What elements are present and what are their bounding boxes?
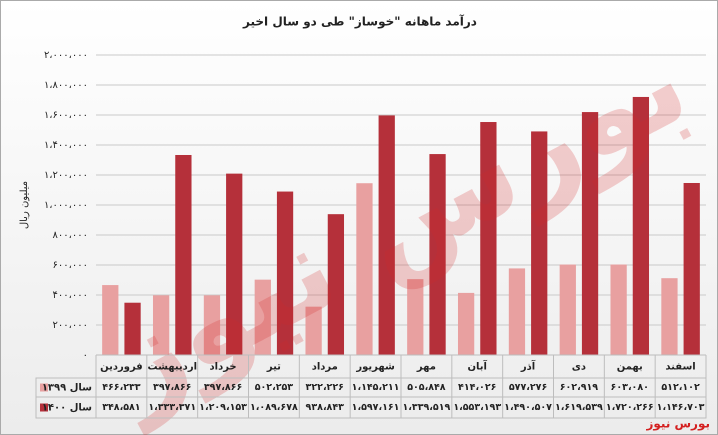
bar xyxy=(632,96,650,356)
bar xyxy=(102,285,119,355)
data-label: ۶۰۲،۹۱۹ xyxy=(560,382,599,393)
data-label: ۱،۳۳۳،۳۷۱ xyxy=(148,402,196,413)
x-tick-label: آذر xyxy=(520,360,536,373)
data-label: ۱،۱۴۵،۲۱۱ xyxy=(352,382,400,393)
y-tick-label: ۱،۲۰۰،۰۰۰ xyxy=(44,170,88,181)
data-label: ۶۰۳،۰۸۰ xyxy=(611,382,649,393)
data-label: ۳۴۸،۵۸۱ xyxy=(102,402,140,413)
data-label: ۵۰۲،۲۵۳ xyxy=(255,382,294,393)
bar xyxy=(276,191,294,355)
source: بورس نیوز xyxy=(645,417,710,432)
x-tick-label: خرداد xyxy=(210,362,237,373)
x-tick-label: شهریور xyxy=(355,362,395,373)
y-tick-label: ۱،۰۰۰،۰۰۰ xyxy=(44,200,88,211)
data-label: ۱،۵۹۷،۱۶۱ xyxy=(352,402,400,413)
y-tick-label: ۸۰۰،۰۰۰ xyxy=(53,230,88,241)
y-tick-label: ۶۰۰،۰۰۰ xyxy=(53,260,88,271)
x-tick-label: اردیبهشت xyxy=(147,362,197,373)
bar xyxy=(407,279,424,355)
data-label: ۵۷۷،۲۷۶ xyxy=(509,382,547,393)
data-label: ۱،۷۲۰،۲۶۶ xyxy=(606,402,654,413)
data-label: ۱،۶۱۹،۵۳۹ xyxy=(555,402,603,413)
data-label: ۵۱۲،۱۰۲ xyxy=(661,382,700,393)
x-tick-label: اسفند xyxy=(665,362,695,373)
data-label: ۳۹۷،۸۶۶ xyxy=(204,382,242,393)
y-axis-label: میلیون ریال xyxy=(19,181,30,229)
bar xyxy=(305,306,322,355)
data-label: ۱،۵۵۳،۱۹۳ xyxy=(453,402,501,413)
y-tick-label: ۱،۸۰۰،۰۰۰ xyxy=(44,80,88,91)
y-tick-label: ۴۰۰،۰۰۰ xyxy=(53,290,88,301)
data-label: ۱،۲۰۹،۱۵۳ xyxy=(199,402,247,413)
x-tick-label: مهر xyxy=(416,362,436,373)
bar xyxy=(480,122,497,355)
legend-label: سال ۱۴۰۰ xyxy=(42,403,92,414)
data-label: ۱،۴۹۰،۵۰۷ xyxy=(504,402,552,413)
x-tick-label: آبان xyxy=(468,360,488,373)
bar xyxy=(327,214,345,355)
y-tick-label: ۱،۴۰۰،۰۰۰ xyxy=(44,140,88,151)
bar xyxy=(429,154,446,355)
legend-label: سال ۱۳۹۹ xyxy=(42,383,92,394)
bar xyxy=(683,182,700,355)
bar xyxy=(175,154,192,355)
data-label: ۹۳۸،۸۴۳ xyxy=(306,402,345,413)
bar xyxy=(124,302,141,355)
data-label: ۱،۳۳۹،۵۱۹ xyxy=(403,402,451,413)
bar xyxy=(356,183,373,355)
bar xyxy=(581,112,599,355)
x-tick-label: بهمن xyxy=(617,362,643,373)
bar xyxy=(661,278,678,355)
y-tick-label: ۰ xyxy=(83,350,88,361)
chart-title: درآمد ماهانه "خوساز" طی دو سال اخیر xyxy=(242,14,477,30)
bar xyxy=(610,264,627,355)
data-label: ۱،۰۸۹،۶۷۸ xyxy=(250,402,298,413)
data-label: ۴۱۴،۰۲۶ xyxy=(458,382,496,393)
y-tick-label: ۲،۰۰۰،۰۰۰ xyxy=(44,50,88,61)
bar xyxy=(254,279,271,355)
bar xyxy=(457,292,475,355)
bar xyxy=(531,131,548,355)
data-label: ۳۲۲،۲۲۶ xyxy=(306,382,344,393)
y-tick-label: ۱،۶۰۰،۰۰۰ xyxy=(44,110,88,121)
bar xyxy=(559,264,576,355)
data-label: ۳۹۷،۸۶۶ xyxy=(153,382,191,393)
bar xyxy=(203,295,221,355)
bar xyxy=(152,295,170,355)
data-label: ۵۰۵،۸۴۸ xyxy=(407,382,446,393)
bar xyxy=(226,173,243,355)
bar xyxy=(508,268,526,355)
legend-swatch xyxy=(40,403,48,412)
data-label: ۱،۱۴۶،۷۰۳ xyxy=(657,402,705,413)
x-tick-label: تیر xyxy=(266,362,281,373)
y-tick-label: ۲۰۰،۰۰۰ xyxy=(53,320,88,331)
x-tick-label: مرداد xyxy=(312,362,338,373)
legend-swatch xyxy=(40,383,48,392)
x-tick-label: دی xyxy=(572,362,586,373)
x-tick-label: فروردین xyxy=(100,362,143,373)
bar xyxy=(378,115,395,356)
data-label: ۴۶۶،۲۳۳ xyxy=(102,382,141,393)
